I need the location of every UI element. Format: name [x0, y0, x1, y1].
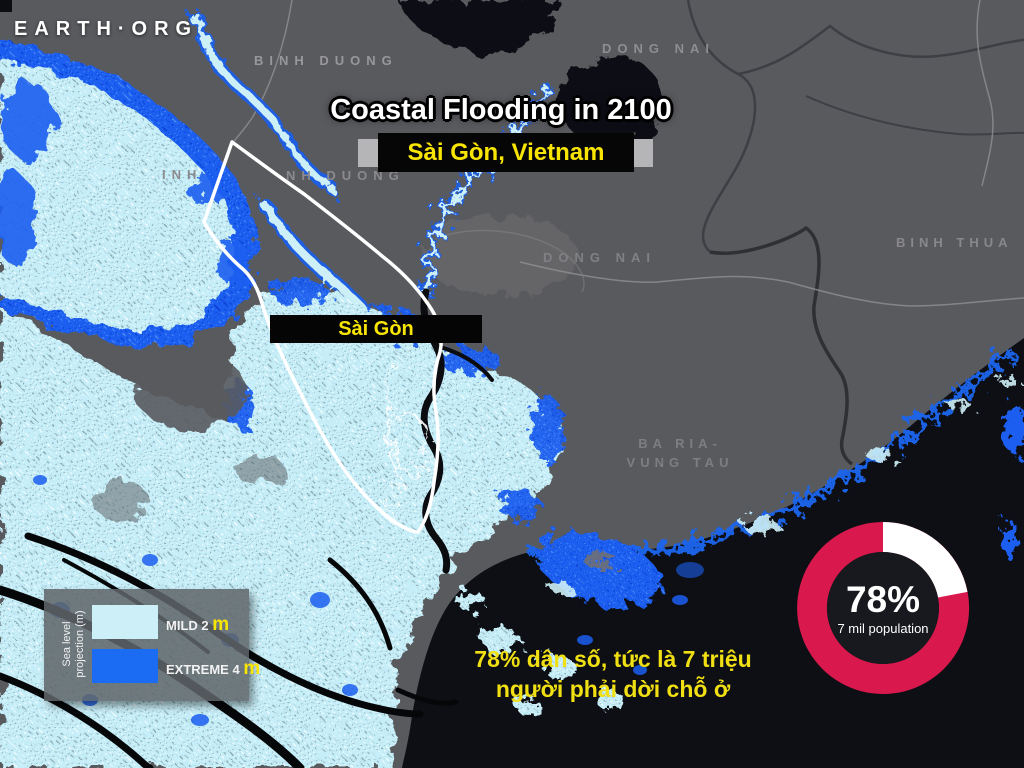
location-subtitle: Sài Gòn, Vietnam: [378, 133, 634, 172]
legend-swatch-mild: [92, 605, 158, 639]
legend-item-extreme: EXTREME 4 m: [166, 658, 260, 680]
legend-extreme-unit: m: [243, 658, 261, 679]
admin-boundaries-light: [231, 0, 1024, 307]
displacement-annotation: 78% dân số, tức là 7 triệu người phải dờ…: [448, 644, 778, 704]
legend-item-mild: MILD 2 m: [166, 614, 229, 636]
region-label-ba-ria: BA RIA-: [638, 436, 722, 451]
admin-boundaries-dark: [686, 0, 1024, 466]
legend-axis-label: Sea level projection (m): [61, 584, 87, 704]
donut-segment-remainder: [883, 522, 968, 598]
region-label-dong-nai-south: DONG NAI: [543, 250, 656, 265]
flood-region-northwest: [0, 40, 257, 348]
donut-text: 78% 7 mil population: [788, 513, 978, 703]
saigon-river: [420, 288, 494, 574]
legend: Sea level projection (m) MILD 2 m EXTREM…: [44, 589, 260, 701]
donut-caption: 7 mil population: [837, 620, 929, 636]
corner-mark: [0, 0, 12, 12]
region-label-binh-thuan: BINH THUA: [896, 235, 1013, 250]
region-label-dong-nai-north: DONG NAI: [602, 41, 715, 56]
city-label-saigon: Sài Gòn: [270, 315, 482, 343]
region-label-binh-duong: BINH DUONG: [254, 53, 398, 68]
population-donut-chart: 78% 7 mil population: [788, 513, 978, 703]
legend-extreme-label: EXTREME 4: [166, 662, 240, 677]
vung-tau-islands: [456, 533, 704, 717]
annotation-line1: 78% dân số, tức là 7 triệu: [474, 646, 752, 672]
urban-light-patch: [422, 215, 578, 295]
annotation-line2: người phải dời chỗ ở: [495, 676, 731, 702]
region-label-vung-tau: VUNG TAU: [626, 455, 734, 470]
donut-center: [827, 552, 939, 664]
region-label-ba-ria-vung-tau: BA RIA- VUNG TAU: [600, 434, 760, 472]
legend-mild-label: MILD 2: [166, 618, 209, 633]
page-title: Coastal Flooding in 2100: [330, 94, 672, 126]
legend-mild-unit: m: [212, 614, 230, 635]
legend-axis-line1: Sea level: [61, 621, 73, 667]
reservoirs: [398, 0, 664, 148]
legend-swatch-extreme: [92, 649, 158, 683]
earth-org-logo: EARTH·ORG: [14, 18, 199, 40]
region-label-ninh-partial: INH: [162, 167, 203, 182]
legend-axis-line2: projection (m): [74, 610, 86, 678]
region-label-binh-duong-partial: NH DUONG: [286, 168, 405, 183]
donut-percentage: 78%: [845, 578, 921, 620]
donut-svg: [797, 522, 970, 694]
